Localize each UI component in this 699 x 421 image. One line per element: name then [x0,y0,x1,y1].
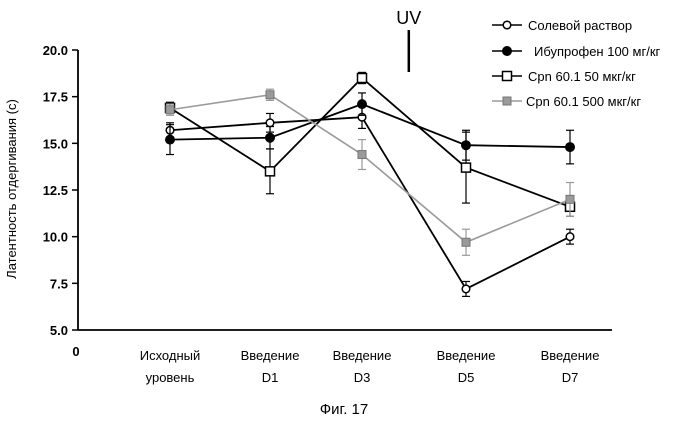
series-4 [165,88,575,256]
data-point [565,232,575,242]
y-tick-label: 17.5 [43,90,68,105]
data-point [265,90,275,100]
data-point [357,150,367,160]
legend-label: Cpn 60.1 50 мкг/кг [528,69,636,84]
legend-label: Ибупрофен 100 мг/кг [534,44,661,59]
data-point [502,96,512,106]
x-category-line: D3 [354,370,371,385]
series-line [169,93,571,244]
x-category-label: Введение D5 [437,348,496,385]
x-category-line: Исходный [140,348,201,363]
data-point [461,237,471,247]
legend-label: Солевой раствор [528,18,632,33]
data-point [165,134,175,145]
x-category-line: Введение [241,348,300,363]
x-category-label: Исходный уровень [140,348,201,385]
x-category-label: Введение D3 [333,348,392,385]
legend-entry: Cpn 60.1 500 мкг/кг [492,94,641,109]
series-2 [165,92,575,165]
series-group [164,71,576,297]
legend-entry: Ибупрофен 100 мг/кг [492,44,661,59]
series-1 [165,105,575,297]
data-point [501,70,513,82]
x-category-label: Введение D1 [241,348,300,385]
legend-entry: Солевой раствор [492,18,632,33]
series-3 [164,71,576,217]
y-tick-label: 10.0 [43,230,68,245]
data-point [265,118,275,128]
x-category-line: D1 [262,370,279,385]
x-category-line: Введение [333,348,392,363]
data-point [265,132,275,143]
legend-entry: Cpn 60.1 50 мкг/кг [492,69,636,84]
data-point [565,142,575,153]
figure-caption: Фиг. 17 [320,401,368,418]
y-tick-label: 12.5 [43,183,68,198]
y-tick-label: 15.0 [43,136,68,151]
legend: Солевой раствор Ибупрофен 100 мг/кг Cpn 60… [492,18,661,109]
data-point [461,284,471,294]
legend-label: Cpn 60.1 500 мкг/кг [526,94,641,109]
x-category-label: Введение D7 [541,348,600,385]
x-category-line: Введение [437,348,496,363]
data-point [165,105,175,115]
uv-annotation: UV [396,8,421,72]
y-axis-ticks: 5.0 7.5 10.0 12.5 15.0 17.5 20.0 [43,43,78,338]
data-point [460,162,472,173]
y-tick-label: 20.0 [43,43,68,58]
x-category-line: D7 [562,370,579,385]
x-origin-label: 0 [72,344,79,359]
y-tick-label: 5.0 [50,323,68,338]
data-point [356,72,368,84]
series-line [169,116,571,291]
data-point [565,194,575,204]
uv-label: UV [396,8,421,28]
x-category-line: D5 [458,370,475,385]
x-category-line: Введение [541,348,600,363]
data-point [502,46,512,56]
axes [77,50,612,331]
data-point [502,20,512,30]
y-axis-label: Латентность отдергивания (с) [4,99,19,279]
data-point [264,166,276,177]
y-tick-label: 7.5 [50,276,68,291]
data-point [357,99,367,110]
x-axis-categories: ИсходныйуровеньВведениеD1ВведениеD3Введе… [140,348,600,385]
x-category-line: уровень [146,370,195,385]
